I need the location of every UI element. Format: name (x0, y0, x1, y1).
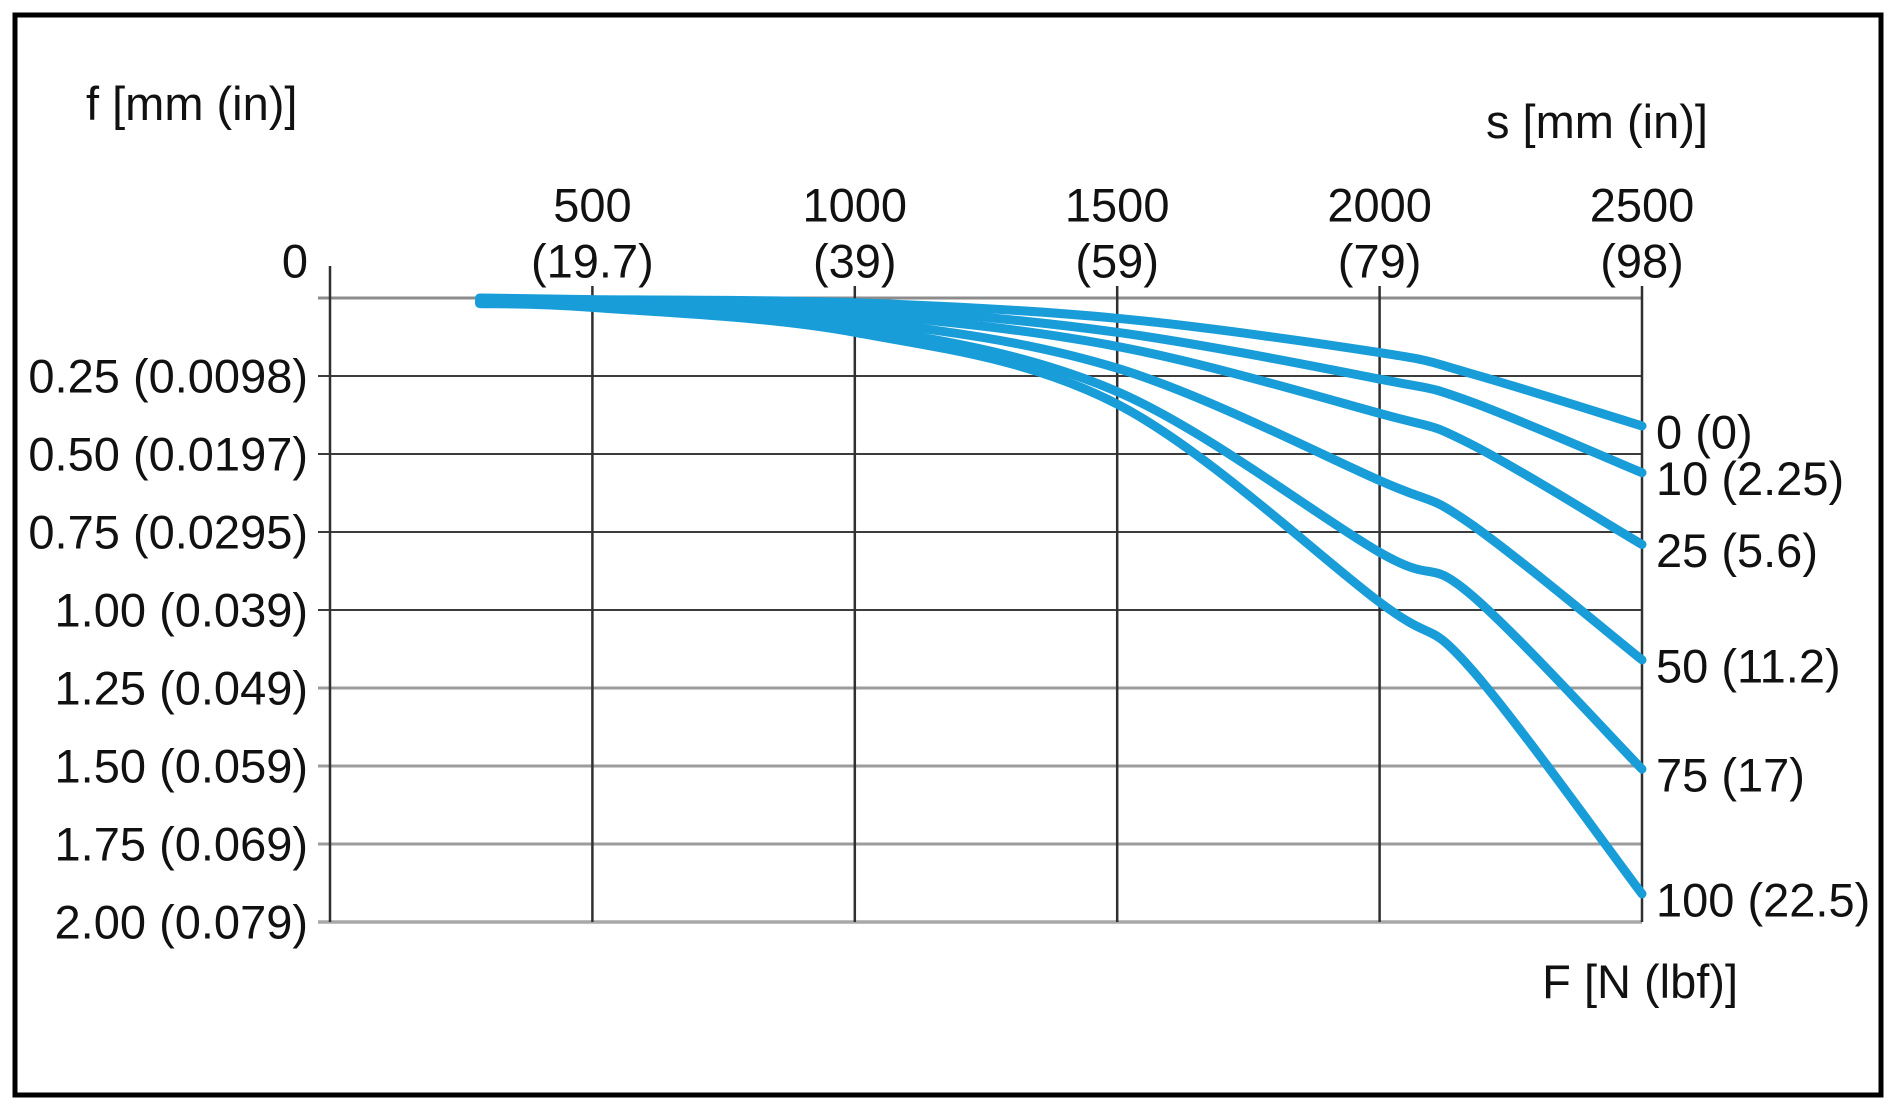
x-tick-label: 2500 (1590, 179, 1695, 232)
x-tick-sublabel: (39) (813, 235, 897, 288)
x-tick-label: 1500 (1065, 179, 1170, 232)
curve-label-F0: 0 (0) (1656, 405, 1753, 458)
x-axis-title: s [mm (in)] (1486, 95, 1708, 148)
y-tick-label: 1.75 (0.069) (55, 818, 308, 871)
curve-label-F50: 50 (11.2) (1656, 639, 1841, 692)
curve-label-F75: 75 (17) (1656, 749, 1805, 802)
deflection-curve-F100 (475, 299, 1647, 899)
deflection-curve-F50 (475, 297, 1647, 665)
y-tick-label: 2.00 (0.079) (55, 896, 308, 949)
chart-border (12, 12, 1884, 1098)
y-tick-label: 0.50 (0.0197) (28, 428, 308, 481)
x-tick-sublabel: (59) (1075, 235, 1159, 288)
x-tick-sublabel: (98) (1600, 235, 1684, 288)
curve-label-F25: 25 (5.6) (1656, 524, 1818, 577)
x-tick-label: 2000 (1327, 179, 1432, 232)
x-tick-sublabel: (79) (1338, 235, 1422, 288)
curve-label-F10: 10 (2.25) (1656, 452, 1844, 505)
series-axis-title: F [N (lbf)] (1542, 955, 1738, 1008)
y-axis-title: f [mm (in)] (86, 77, 298, 130)
x-tick-sublabel: (19.7) (531, 235, 654, 288)
y-tick-label: 0.25 (0.0098) (28, 350, 308, 403)
x-tick-label: 1000 (803, 179, 908, 232)
y-tick-label: 1.25 (0.049) (55, 662, 308, 715)
curve-label-F100: 100 (22.5) (1656, 873, 1870, 926)
y-tick-label: 0.75 (0.0295) (28, 506, 308, 559)
x-tick-label-origin: 0 (282, 235, 308, 288)
y-tick-label: 1.00 (0.039) (55, 584, 308, 637)
deflection-curve-F0 (475, 293, 1647, 431)
deflection-curve-F25 (475, 295, 1647, 549)
x-tick-label: 500 (553, 179, 631, 232)
y-tick-label: 1.50 (0.059) (55, 740, 308, 793)
